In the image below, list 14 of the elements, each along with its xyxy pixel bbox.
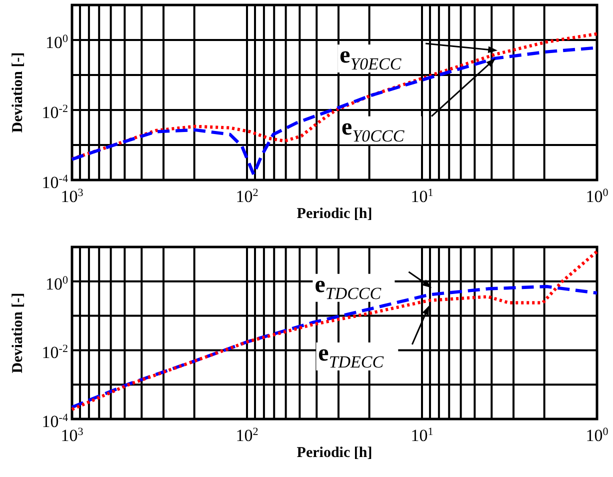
x-tick-label: 10$^{0}$ [586,187,609,206]
y-tick-label: 10$^{-2}$ [42,103,68,122]
x-tick-label: 10$^{1}$ [410,187,434,206]
y-axis-title: Deviation [-] [10,292,26,374]
y-axis-title: Deviation [-] [10,52,26,133]
x-tick-label: 10$^{2}$ [236,426,258,445]
x-tick-label: 10$^{2}$ [236,187,258,206]
x-tick-label: 10$^{1}$ [410,426,434,445]
x-tick-label: 10$^{0}$ [586,426,609,445]
y-tick-label: 10$^{0}$ [45,274,68,294]
x-axis-title: Periodic [h] [296,206,372,222]
y-tick-label: 10$^{0}$ [45,33,68,52]
y-tick-label: 10$^{-2}$ [42,343,68,362]
x-axis-title: Periodic [h] [296,445,372,461]
